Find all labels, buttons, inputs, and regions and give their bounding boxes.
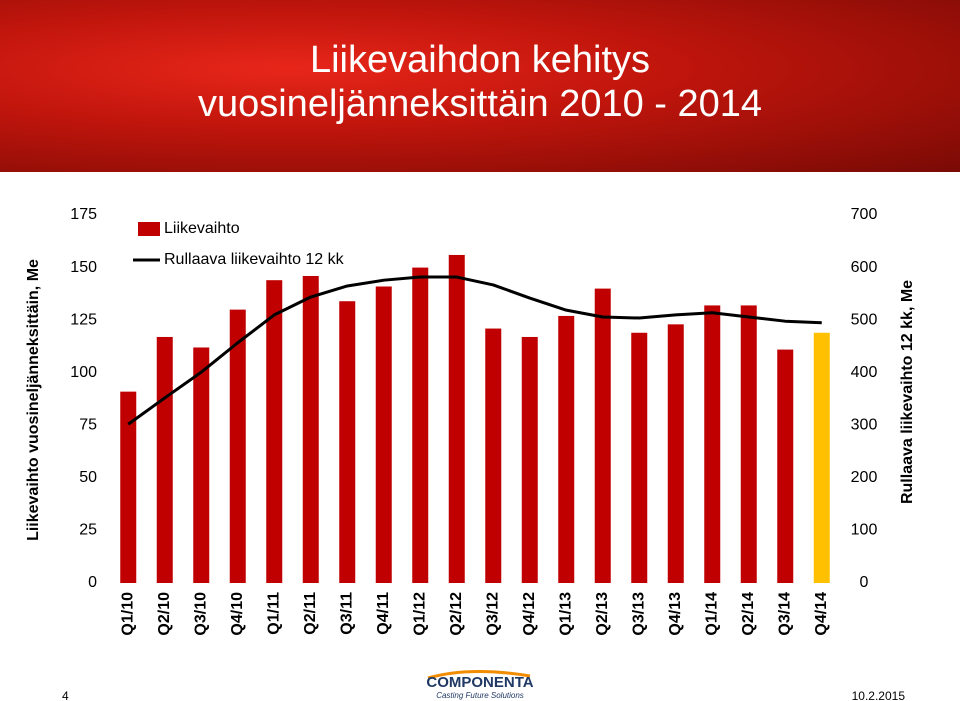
x-tick-label: Q3/10	[192, 592, 209, 636]
bar	[229, 309, 246, 583]
y2-tick-label: 300	[851, 417, 878, 434]
x-tick-label: Q1/14	[703, 592, 720, 636]
y-tick-label: 0	[88, 574, 97, 591]
bar	[156, 336, 173, 583]
y-tick-label: 50	[79, 469, 97, 486]
chart-title: Liikevaihdon kehitys	[310, 39, 650, 81]
bar	[813, 332, 830, 583]
y2-tick-label: 700	[851, 206, 878, 223]
y2-tick-label: 200	[851, 469, 878, 486]
legend-label: Liikevaihto	[164, 220, 240, 237]
y2-tick-label: 600	[851, 259, 878, 276]
x-tick-label: Q3/13	[630, 592, 647, 636]
bar	[120, 391, 137, 583]
x-tick-label: Q2/11	[302, 592, 319, 635]
y2-tick-label: 500	[851, 311, 878, 328]
y-tick-label: 75	[79, 417, 97, 434]
bar	[631, 332, 648, 583]
logo: COMPONENTA	[426, 674, 533, 691]
bar	[302, 275, 319, 583]
bar	[412, 267, 429, 583]
bar	[193, 347, 210, 583]
x-tick-label: Q2/14	[740, 592, 757, 636]
x-tick-label: Q2/10	[156, 592, 173, 636]
logo-tagline: Casting Future Solutions	[436, 691, 524, 700]
chart-subtitle: vuosineljänneksittäin 2010 - 2014	[198, 83, 762, 125]
x-tick-label: Q4/12	[521, 592, 538, 636]
y2-tick-label: 0	[860, 574, 869, 591]
page-number: 4	[62, 689, 69, 701]
x-tick-label: Q4/10	[229, 592, 246, 636]
legend-swatch	[138, 222, 160, 236]
x-tick-label: Q2/12	[448, 592, 465, 636]
x-tick-label: Q3/14	[776, 592, 793, 636]
bar	[375, 286, 392, 583]
x-tick-label: Q1/10	[119, 592, 136, 636]
y2-axis-label: Rullaava liikevaihto 12 kk, Me	[899, 280, 916, 504]
bar	[704, 305, 721, 583]
x-tick-label: Q3/11	[338, 592, 355, 635]
y-tick-label: 150	[70, 259, 97, 276]
y2-tick-label: 400	[851, 364, 878, 381]
bar	[266, 280, 283, 583]
bar	[740, 305, 757, 583]
bar	[448, 254, 465, 583]
bar	[485, 328, 502, 583]
x-tick-label: Q2/13	[594, 592, 611, 636]
x-tick-label: Q1/12	[411, 592, 428, 636]
x-tick-label: Q3/12	[484, 592, 501, 636]
bar	[594, 288, 611, 583]
x-tick-label: Q1/11	[265, 592, 282, 635]
y-tick-label: 125	[70, 311, 97, 328]
x-tick-label: Q1/13	[557, 592, 574, 636]
logo-swoosh	[427, 669, 531, 680]
header-banner	[0, 0, 960, 172]
x-tick-label: Q4/14	[813, 592, 830, 636]
bar	[558, 315, 575, 583]
y-tick-label: 100	[70, 364, 97, 381]
legend-label: Rullaava liikevaihto 12 kk	[164, 251, 345, 268]
line	[127, 275, 822, 426]
x-tick-label: Q4/13	[667, 592, 684, 636]
y-tick-label: 175	[70, 206, 97, 223]
bar	[667, 324, 684, 583]
date: 10.2.2015	[852, 689, 906, 701]
y2-tick-label: 100	[851, 522, 878, 539]
bar	[777, 349, 794, 583]
x-tick-label: Q4/11	[375, 592, 392, 635]
bar	[339, 301, 356, 583]
y-tick-label: 25	[79, 522, 97, 539]
bar	[521, 336, 538, 583]
y-axis-label: Liikevaihto vuosineljänneksittäin, Me	[25, 259, 42, 541]
